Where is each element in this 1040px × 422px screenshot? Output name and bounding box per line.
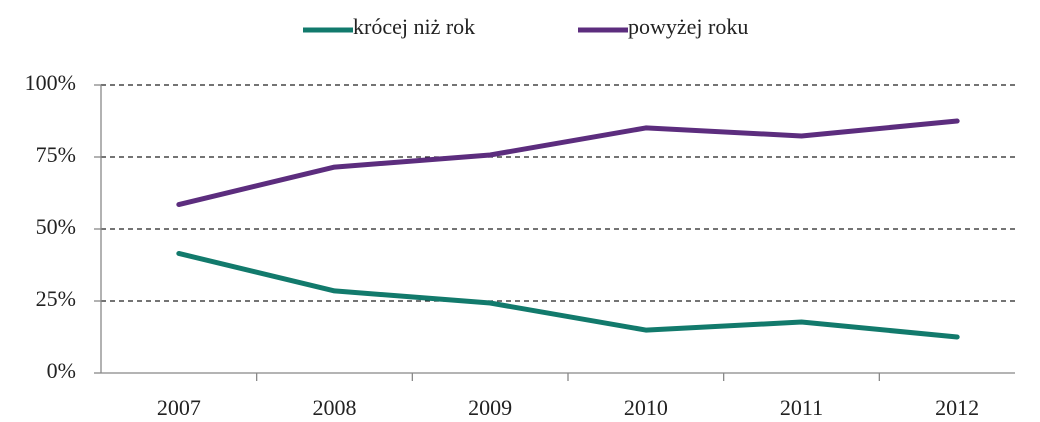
x-tick-label: 2012 — [935, 395, 979, 420]
x-tick-label: 2011 — [780, 395, 823, 420]
x-tick-label: 2008 — [313, 395, 357, 420]
series-line — [176, 250, 960, 340]
y-tick-label: 100% — [25, 70, 76, 95]
legend-label: krócej niż rok — [353, 14, 475, 39]
x-tick-label: 2007 — [157, 395, 201, 420]
legend-label: powyżej roku — [628, 14, 748, 39]
y-tick-label: 0% — [47, 358, 76, 383]
y-tick-label: 75% — [36, 142, 76, 167]
series-line — [176, 118, 960, 208]
y-tick-label: 25% — [36, 286, 76, 311]
x-tick-label: 2010 — [624, 395, 668, 420]
x-tick-label: 2009 — [468, 395, 512, 420]
y-tick-label: 50% — [36, 214, 76, 239]
